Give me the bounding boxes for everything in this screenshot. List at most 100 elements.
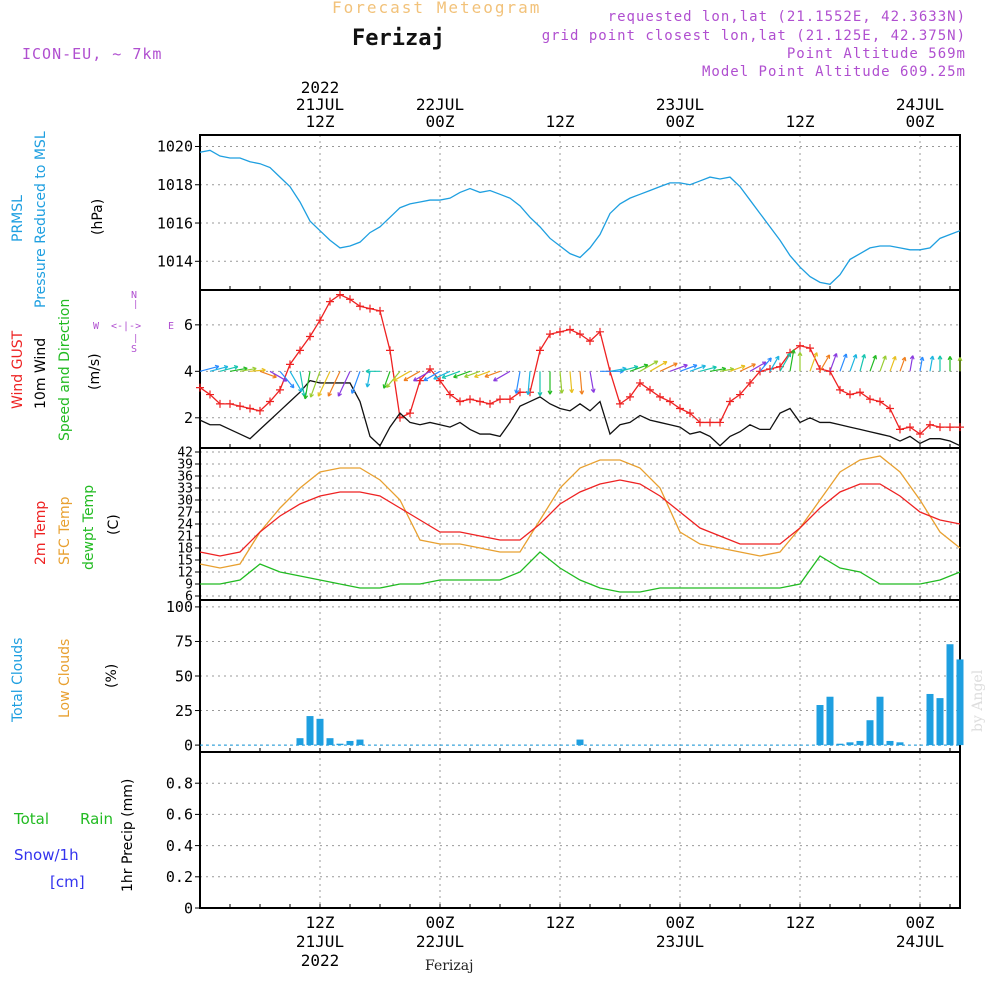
gust-marker — [846, 390, 854, 399]
gust-marker — [566, 325, 574, 334]
ytick-label-precip: 0.8 — [166, 774, 193, 792]
gust-marker — [356, 302, 364, 311]
wind-arrow — [639, 360, 659, 372]
gust-marker — [656, 392, 664, 401]
ytick-label-temp: 21 — [177, 530, 193, 545]
wind-arrow — [385, 370, 401, 388]
gust-marker — [626, 392, 634, 401]
gust-marker — [586, 337, 594, 346]
gust-marker — [676, 404, 684, 413]
top-time-label: 00Z — [426, 112, 455, 131]
ytick-label-precip: 0.4 — [166, 837, 193, 855]
gust-marker — [716, 418, 724, 427]
ytick-label-precip: 0.6 — [166, 806, 193, 824]
gust-marker — [226, 399, 234, 408]
cloud-bar — [336, 743, 344, 746]
wind-arrow — [279, 370, 295, 389]
precip-label-rain: Rain — [80, 810, 113, 828]
gust-marker — [506, 395, 514, 404]
wind-arrow — [464, 370, 481, 379]
gust-marker — [276, 385, 284, 394]
bottom-time-label: 23JUL — [656, 932, 704, 951]
cloud-bar — [886, 740, 894, 746]
ytick-label-wind: 4 — [184, 363, 193, 381]
wind-arrow — [929, 355, 935, 372]
ytick-label-clouds: 50 — [175, 667, 193, 685]
cloud-bar — [296, 738, 304, 746]
wind-arrow — [537, 371, 543, 397]
compass-s: S — [131, 344, 138, 355]
gust-marker — [386, 346, 394, 355]
cloud-bar — [576, 739, 584, 746]
cloud-bar — [856, 740, 864, 746]
wind-arrow — [879, 355, 887, 372]
model-altitude: Model Point Altitude 609.25m — [701, 64, 966, 80]
compass-s-arrow: | — [133, 334, 139, 344]
gust-marker — [316, 316, 324, 325]
ytick-label-pressure: 1016 — [157, 214, 193, 232]
wind-arrow — [317, 371, 331, 397]
cloud-bar — [326, 738, 334, 746]
wind-arrow — [589, 371, 596, 393]
precip-label-total: Total — [14, 810, 50, 828]
ytick-label-pressure: 1018 — [157, 176, 193, 194]
gust-marker — [406, 409, 414, 418]
gust-marker — [266, 397, 274, 406]
gust-marker — [196, 383, 204, 392]
wind-arrow — [350, 371, 361, 394]
gust-marker — [206, 390, 214, 399]
wind-arrow — [739, 363, 756, 372]
gust-marker — [906, 423, 914, 432]
series-dewpt-temp — [200, 551, 961, 593]
gust-marker — [816, 365, 824, 373]
gust-marker — [826, 367, 834, 376]
wind-arrow — [474, 370, 491, 379]
bottom-time-label: 00Z — [906, 913, 935, 932]
gust-marker — [596, 327, 604, 336]
ytick-label-clouds: 25 — [175, 702, 193, 720]
wind-arrow — [849, 353, 858, 372]
gust-marker — [376, 306, 384, 315]
top-time-label: 22JUL — [416, 95, 464, 114]
wind-arrow — [299, 371, 307, 397]
cloud-bar — [306, 716, 314, 746]
top-time-label: 23JUL — [656, 95, 704, 114]
wind-arrow — [493, 370, 511, 382]
ytick-label-pressure: 1020 — [157, 138, 193, 156]
gust-marker — [496, 395, 504, 404]
wind-arrow — [209, 365, 229, 372]
gust-marker — [436, 376, 444, 385]
gust-marker — [936, 423, 944, 432]
wind-arrow — [679, 363, 698, 372]
gust-marker — [866, 395, 874, 404]
ytick-label-temp: 6 — [185, 590, 193, 605]
ytick-label-temp: 9 — [185, 578, 193, 593]
cloud-bar — [896, 742, 904, 746]
series-wind-10m — [199, 379, 961, 447]
wind-arrow — [689, 364, 706, 372]
gust-marker — [446, 390, 454, 399]
gust-marker — [546, 330, 554, 339]
wind-arrow — [441, 370, 461, 380]
gust-marker — [896, 425, 904, 434]
cloud-bar — [936, 698, 944, 746]
wind-arrow — [937, 355, 943, 372]
ytick-label-pressure: 1014 — [157, 253, 193, 271]
grid-point-coords: grid point closest lon,lat (21.125E, 42.… — [541, 28, 966, 44]
gust-marker — [886, 404, 894, 413]
wind-arrow — [819, 354, 831, 372]
precip-label-snow: Snow/1h — [14, 846, 79, 864]
wind-arrow — [899, 356, 907, 372]
gust-marker — [766, 365, 774, 373]
ytick-label-temp: 27 — [177, 506, 193, 521]
gust-marker — [746, 378, 754, 387]
panel-pressure: 1014 1016 1018 1020 — [157, 134, 961, 291]
gust-marker — [476, 397, 484, 406]
wind-arrow — [659, 362, 678, 372]
gust-marker — [946, 423, 954, 432]
ytick-label-temp: 39 — [177, 458, 193, 473]
gust-marker — [246, 404, 254, 413]
gust-marker — [756, 367, 764, 376]
